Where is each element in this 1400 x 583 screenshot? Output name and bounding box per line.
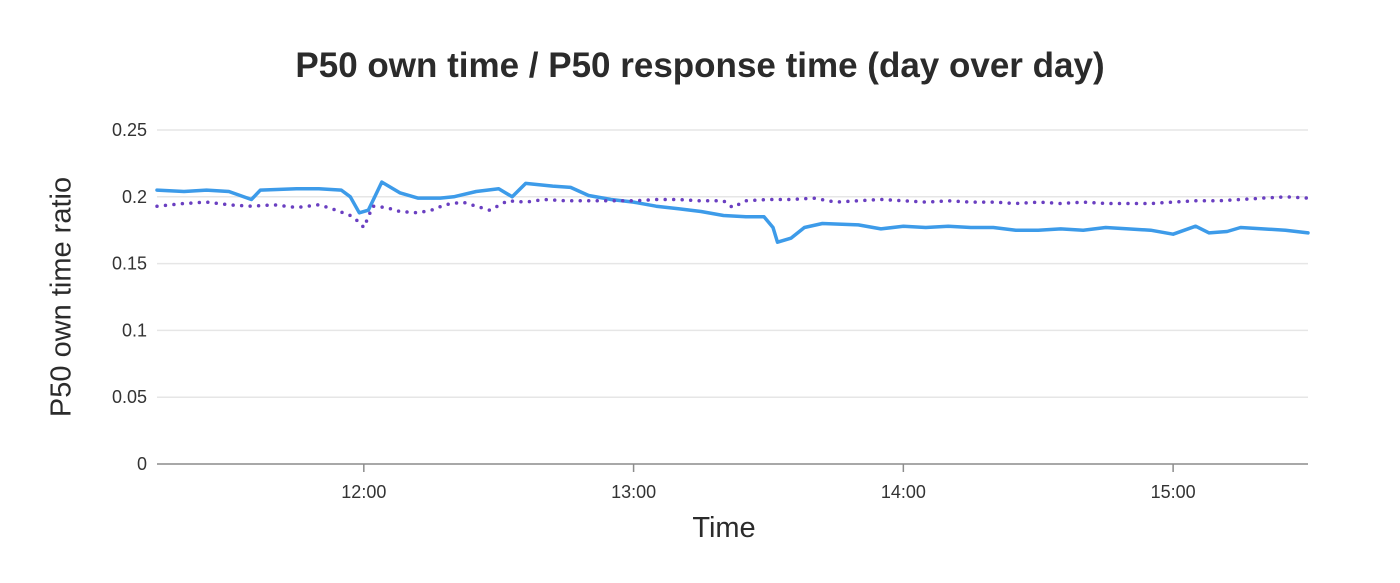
x-tick-label: 13:00 xyxy=(611,482,656,502)
chart-title: P50 own time / P50 response time (day ov… xyxy=(295,46,1105,85)
y-tick-label: 0 xyxy=(137,454,147,474)
x-tick-label: 14:00 xyxy=(881,482,926,502)
series-solid-line xyxy=(155,180,1310,244)
x-tick-label: 12:00 xyxy=(341,482,386,502)
series-group xyxy=(155,180,1310,244)
axes: 0 0.05 0.1 0.15 0.2 0.25 12:00 13:00 14:00 15:00 xyxy=(112,120,1308,502)
x-axis-title: Time xyxy=(692,512,756,544)
y-tick-label: 0.05 xyxy=(112,387,147,407)
y-tick-label: 0.25 xyxy=(112,120,147,140)
gridlines xyxy=(157,129,1308,398)
x-tick-label: 15:00 xyxy=(1151,482,1196,502)
y-tick-label: 0.2 xyxy=(122,187,147,207)
series-dotted-line xyxy=(155,195,1310,230)
y-tick-label: 0.15 xyxy=(112,254,147,274)
y-tick-label: 0.1 xyxy=(122,320,147,340)
